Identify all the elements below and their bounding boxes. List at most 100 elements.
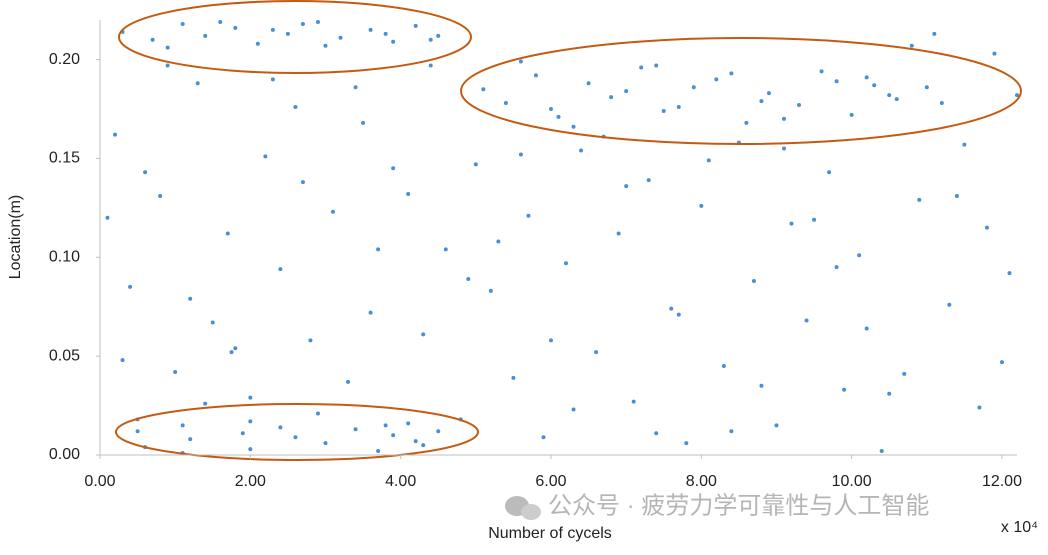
scatter-point bbox=[368, 27, 373, 32]
scatter-point bbox=[766, 91, 771, 96]
scatter-point bbox=[248, 447, 253, 452]
scatter-point bbox=[300, 21, 305, 26]
scatter-point bbox=[699, 203, 704, 208]
scatter-point bbox=[150, 37, 155, 42]
scatter-point bbox=[548, 338, 553, 343]
scatter-point bbox=[518, 152, 523, 157]
scatter-point bbox=[135, 429, 140, 434]
scatter-point bbox=[188, 437, 193, 442]
scatter-point bbox=[203, 33, 208, 38]
scatter-point bbox=[383, 423, 388, 428]
scatter-point bbox=[285, 31, 290, 36]
scatter-point bbox=[729, 71, 734, 76]
scatter-point bbox=[406, 192, 411, 196]
scatter-point bbox=[421, 332, 426, 337]
scatter-point bbox=[789, 221, 794, 226]
scatter-point bbox=[894, 97, 899, 102]
y-tick-label: 0.20 bbox=[49, 51, 80, 68]
scatter-point bbox=[173, 369, 178, 374]
scatter-point bbox=[473, 162, 478, 167]
scatter-point bbox=[616, 231, 621, 236]
y-tick-label: 0.05 bbox=[49, 347, 80, 364]
x-tick-label: 0.00 bbox=[84, 473, 115, 490]
scatter-point bbox=[751, 279, 756, 283]
scatter-point bbox=[887, 93, 892, 98]
scatter-point bbox=[819, 69, 824, 74]
scatter-point bbox=[128, 284, 133, 289]
scatter-point bbox=[684, 441, 689, 446]
scatter-point bbox=[556, 114, 561, 119]
scatter-point bbox=[436, 429, 441, 434]
scatter-point bbox=[654, 431, 659, 436]
scatter-point bbox=[195, 81, 200, 86]
scatter-point bbox=[639, 65, 644, 70]
x-tick-label: 12.00 bbox=[982, 473, 1022, 490]
scatter-point bbox=[947, 302, 952, 307]
scatter-point bbox=[165, 63, 170, 68]
scatter-point bbox=[533, 73, 538, 78]
scatter-point bbox=[229, 350, 234, 355]
scatter-point bbox=[721, 364, 726, 369]
scatter-point bbox=[180, 423, 185, 428]
scatter-point bbox=[1007, 271, 1012, 276]
scatter-point bbox=[391, 39, 396, 44]
scatter-point bbox=[255, 41, 260, 46]
x-tick-label: 4.00 bbox=[385, 473, 416, 490]
scatter-point bbox=[631, 399, 636, 404]
scatter-point bbox=[781, 116, 786, 121]
scatter-point bbox=[691, 85, 696, 90]
scatter-point bbox=[518, 59, 523, 64]
scatter-point bbox=[834, 265, 839, 270]
scatter-point bbox=[781, 146, 786, 151]
scatter-point bbox=[511, 375, 516, 380]
scatter-point bbox=[977, 405, 982, 410]
scatter-point bbox=[481, 87, 486, 92]
scatter-point bbox=[120, 358, 125, 363]
scatter-point bbox=[827, 170, 832, 175]
scatter-point bbox=[308, 338, 313, 343]
scatter-point bbox=[496, 239, 501, 244]
scatter-point bbox=[594, 350, 599, 355]
scatter-point bbox=[376, 247, 381, 252]
highlight-ellipse bbox=[118, 0, 472, 74]
scatter-point bbox=[1015, 93, 1019, 98]
scatter-point bbox=[428, 63, 433, 68]
y-tick-label: 0.10 bbox=[49, 248, 80, 265]
x-tick-label: 2.00 bbox=[235, 473, 266, 490]
scatter-point bbox=[421, 443, 426, 448]
scatter-point bbox=[270, 77, 275, 82]
scatter-point bbox=[233, 25, 238, 30]
scatter-point bbox=[413, 23, 418, 28]
x-axis-title: Number of cycels bbox=[488, 525, 612, 542]
scatter-point bbox=[391, 166, 396, 171]
scatter-point bbox=[932, 31, 937, 36]
scatter-point bbox=[879, 449, 884, 454]
scatter-point bbox=[548, 106, 553, 111]
scatter-point bbox=[323, 441, 328, 446]
scatter-point bbox=[188, 296, 193, 301]
scatter-point bbox=[902, 371, 907, 376]
scatter-point bbox=[203, 401, 208, 406]
scatter-point bbox=[872, 83, 877, 88]
scatter-point bbox=[165, 45, 170, 50]
scatter-point bbox=[857, 253, 862, 258]
scatter-point bbox=[661, 108, 666, 113]
scatter-point bbox=[143, 170, 148, 175]
plot-area bbox=[105, 19, 1019, 456]
scatter-point bbox=[270, 27, 275, 32]
scatter-point bbox=[361, 120, 366, 125]
scatter-point bbox=[263, 154, 268, 159]
scatter-point bbox=[669, 306, 674, 311]
scatter-point bbox=[293, 435, 298, 440]
y-tick-label: 0.15 bbox=[49, 150, 80, 167]
scatter-point bbox=[413, 439, 418, 444]
y-axis-title: Location(m) bbox=[7, 195, 24, 279]
x-tick-label: 8.00 bbox=[686, 473, 717, 490]
scatter-point bbox=[443, 247, 448, 252]
scatter-point bbox=[383, 31, 388, 36]
scatter-point bbox=[654, 63, 659, 68]
scatter-point bbox=[503, 101, 508, 106]
scatter-point bbox=[759, 99, 764, 104]
scatter-point bbox=[180, 21, 185, 26]
